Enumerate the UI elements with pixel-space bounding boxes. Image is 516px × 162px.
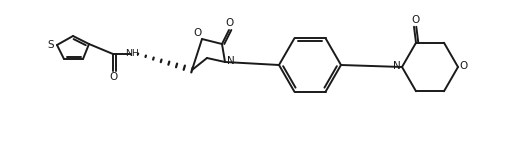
Text: H: H <box>132 48 138 58</box>
Text: O: O <box>459 61 467 71</box>
Text: N: N <box>125 48 133 58</box>
Text: O: O <box>193 28 201 38</box>
Text: O: O <box>110 72 118 82</box>
Text: O: O <box>226 18 234 28</box>
Text: O: O <box>411 15 419 25</box>
Text: S: S <box>47 40 54 50</box>
Text: N: N <box>393 61 401 71</box>
Text: N: N <box>227 56 235 66</box>
